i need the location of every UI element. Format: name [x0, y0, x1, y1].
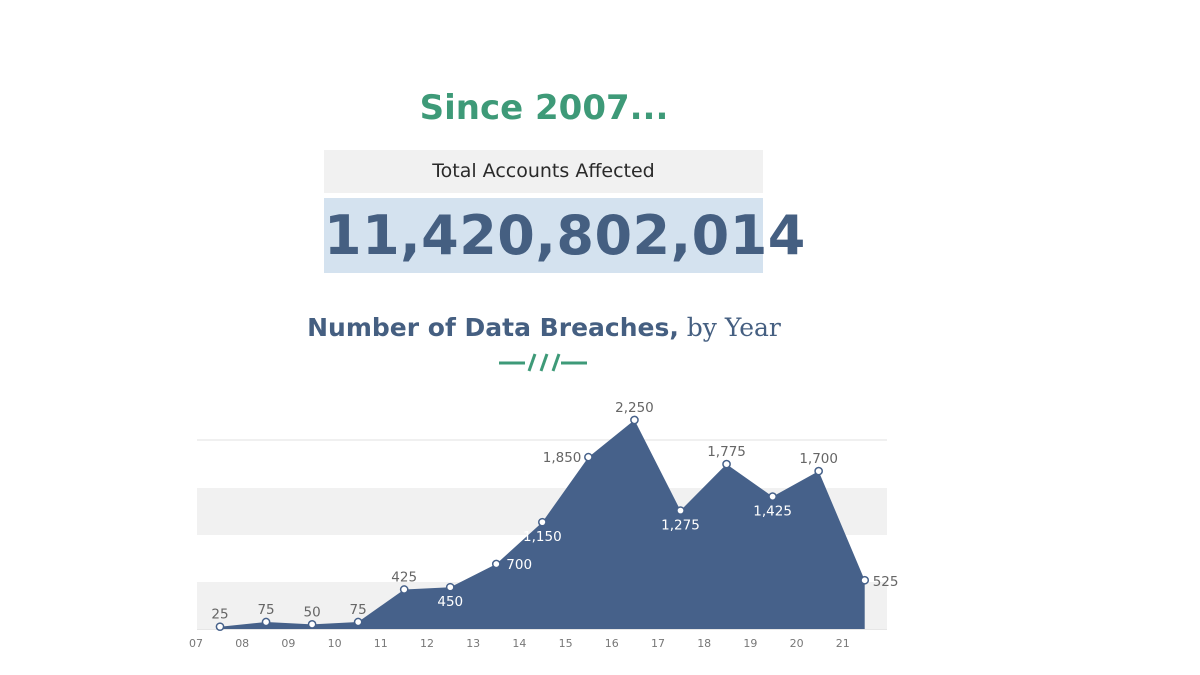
- data-point: [538, 517, 547, 527]
- data-point: [860, 575, 870, 585]
- x-tick-label: 07: [189, 637, 203, 650]
- data-label: 700: [506, 557, 532, 573]
- total-accounts-label: Total Accounts Affected: [324, 150, 763, 193]
- data-point: [215, 622, 225, 632]
- data-point: [722, 459, 731, 469]
- data-label: 1,150: [523, 529, 562, 545]
- data-label: 450: [437, 594, 463, 610]
- data-point: [768, 492, 777, 501]
- dash-slash-divider-icon: [499, 353, 587, 372]
- data-point: [814, 466, 824, 476]
- x-tick-label: 08: [235, 637, 249, 650]
- data-label: 2,250: [615, 400, 654, 416]
- data-label: 1,850: [543, 450, 582, 466]
- data-label: 75: [350, 602, 367, 618]
- x-tick-label: 12: [420, 637, 434, 650]
- data-point: [399, 585, 409, 594]
- data-label: 50: [304, 604, 321, 620]
- data-label: 525: [873, 574, 899, 590]
- chart-title-main: Number of Data Breaches,: [307, 313, 679, 342]
- x-tick-label: 11: [374, 637, 388, 650]
- x-tick-label: 13: [466, 637, 480, 650]
- data-label: 1,275: [661, 518, 700, 534]
- data-point: [261, 617, 271, 627]
- data-point: [307, 620, 317, 629]
- data-label: 75: [257, 602, 274, 618]
- data-point: [630, 415, 639, 425]
- x-tick-label: 17: [651, 637, 665, 650]
- data-point: [353, 617, 363, 627]
- x-tick-label: 10: [328, 637, 342, 650]
- x-tick-label: 18: [697, 637, 711, 650]
- data-point: [491, 559, 501, 569]
- data-label: 1,775: [707, 444, 746, 460]
- x-tick-label: 14: [512, 637, 526, 650]
- chart-title: Number of Data Breaches, by Year: [0, 313, 1088, 342]
- chart-title-suffix: by Year: [686, 313, 781, 342]
- x-tick-label: 15: [559, 637, 573, 650]
- x-tick-label: 19: [743, 637, 757, 650]
- x-tick-label: 21: [836, 637, 850, 650]
- data-label: 1,700: [799, 451, 838, 467]
- data-point: [676, 506, 685, 515]
- x-tick-label: 09: [281, 637, 295, 650]
- data-point: [445, 582, 455, 592]
- x-tick-label: 16: [605, 637, 619, 650]
- x-tick-label: 20: [790, 637, 804, 650]
- total-accounts-value: 11,420,802,014: [324, 198, 805, 273]
- data-label: 425: [391, 570, 417, 586]
- data-label: 1,425: [753, 504, 792, 520]
- headline: Since 2007...: [419, 88, 669, 128]
- data-label: 25: [211, 607, 228, 623]
- data-point: [584, 452, 593, 462]
